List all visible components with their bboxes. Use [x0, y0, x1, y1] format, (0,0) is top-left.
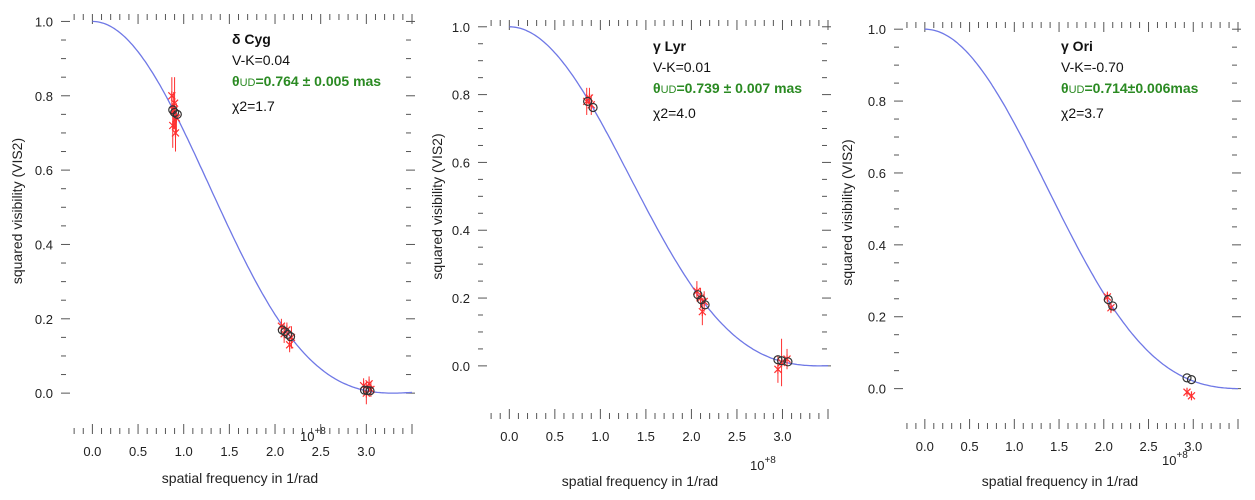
model-point — [700, 300, 710, 310]
x-multiplier: 10+8 — [300, 426, 326, 444]
chi-squared: χ2=1.7 — [232, 98, 275, 114]
x-tick-label: 0.5 — [961, 439, 979, 454]
y-tick-label: 0.6 — [868, 166, 886, 181]
x-tick-label: 1.5 — [1050, 439, 1068, 454]
y-tick-label: 1.0 — [452, 20, 470, 35]
x-tick-label: 2.5 — [1139, 439, 1157, 454]
y-tick-label: 0.2 — [35, 312, 53, 327]
y-tick-label: 0.6 — [35, 163, 53, 178]
model-point — [169, 107, 180, 118]
x-tick-label: 2.0 — [1095, 439, 1113, 454]
x-multiplier: 10+8 — [750, 455, 776, 473]
y-tick-label: 0.0 — [868, 382, 886, 397]
model-point — [283, 329, 293, 340]
y-tick-label: 0.2 — [452, 291, 470, 306]
star-name: δ Cyg — [232, 31, 271, 47]
y-tick-label: 0.2 — [868, 310, 886, 325]
model-point — [1108, 301, 1118, 311]
chart-panel-1: 0.0 0.5 1.0 1.5 2.0 2.5 3.0 0.0 0.2 0.4 0.6 0.8 1.0 s… — [9, 14, 415, 486]
chi-squared: χ2=3.7 — [1061, 105, 1104, 121]
x-tick-label: 2.0 — [682, 429, 700, 444]
theta-ud: θUD=0.714±0.006mas — [1061, 80, 1199, 96]
model-point — [172, 109, 182, 119]
vk-color: V-K=0.04 — [232, 52, 290, 68]
model-curve — [924, 28, 1238, 390]
measurement-star — [1103, 292, 1112, 302]
y-tick-label: 0.6 — [452, 155, 470, 170]
model-curve — [92, 20, 413, 394]
chart-panel-2: 0.0 0.5 1.0 1.5 2.0 2.5 3.0 0.0 0.2 0.4 0.6 0.8 1.0 s… — [429, 20, 831, 489]
measurement-star — [773, 364, 782, 374]
y-tick-label: 0.0 — [35, 386, 53, 401]
x-tick-label: 3.0 — [773, 429, 791, 444]
model-point — [277, 325, 287, 335]
y-tick-label: 0.8 — [452, 88, 470, 103]
x-tick-label: 1.0 — [1005, 439, 1023, 454]
y-axis-label: squared visibility (VIS2) — [839, 139, 855, 285]
x-tick-label: 0.0 — [500, 429, 518, 444]
model-point — [773, 355, 783, 365]
x-tick-label: 1.5 — [220, 444, 238, 459]
x-minor-ticks — [906, 22, 1239, 429]
x-tick-label: 1.0 — [591, 429, 609, 444]
y-ticks — [894, 28, 1241, 390]
theta-ud: θUD=0.764 ± 0.005 mas — [232, 73, 381, 89]
x-tick-label: 0.0 — [916, 439, 934, 454]
x-minor-ticks — [490, 20, 829, 419]
x-tick-label: 2.5 — [312, 444, 330, 459]
y-tick-label: 0.4 — [452, 223, 470, 238]
x-tick-label: 0.5 — [546, 429, 564, 444]
y-tick-label: 1.0 — [35, 14, 53, 29]
x-axis-label: spatial frequency in 1/rad — [982, 473, 1138, 489]
measurement-star — [171, 128, 180, 138]
x-tick-label: 0.5 — [129, 444, 147, 459]
vk-color: V-K=0.01 — [653, 59, 711, 75]
y-axis-label: squared visibility (VIS2) — [429, 133, 445, 279]
y-tick-label: 0.8 — [868, 94, 886, 109]
model-point — [1103, 294, 1113, 305]
x-minor-ticks — [73, 14, 413, 434]
model-point — [1182, 373, 1192, 383]
y-tick-label: 0.8 — [35, 89, 53, 104]
y-ticks — [61, 20, 415, 394]
x-axis-label: spatial frequency in 1/rad — [562, 473, 718, 489]
theta-ud: θUD=0.739 ± 0.007 mas — [653, 80, 802, 96]
measurement-star — [285, 340, 294, 350]
x-tick-label: 2.0 — [266, 444, 284, 459]
model-point — [1186, 375, 1197, 385]
x-axis-label: spatial frequency in 1/rad — [162, 470, 318, 486]
model-point — [285, 332, 296, 342]
measurement-star — [783, 354, 791, 364]
chi-squared: χ2=4.0 — [653, 105, 696, 121]
y-tick-label: 0.0 — [452, 359, 470, 374]
measurement-star — [1183, 387, 1191, 397]
star-name: γ Ori — [1061, 38, 1093, 54]
x-tick-label: 3.0 — [1184, 439, 1202, 454]
x-tick-label: 2.5 — [728, 429, 746, 444]
model-point — [365, 386, 375, 396]
x-tick-label: 1.5 — [637, 429, 655, 444]
y-tick-label: 1.0 — [868, 22, 886, 37]
x-multiplier: 10+8 — [1162, 450, 1188, 468]
model-curve — [509, 26, 829, 367]
x-tick-label: 0.0 — [83, 444, 101, 459]
y-tick-label: 0.4 — [868, 238, 886, 253]
model-point — [280, 327, 290, 337]
x-tick-label: 1.0 — [175, 444, 193, 459]
model-point — [583, 96, 593, 106]
model-point — [783, 357, 793, 367]
y-tick-label: 0.4 — [35, 237, 53, 252]
star-name: γ Lyr — [653, 38, 686, 54]
y-axis-label: squared visibility (VIS2) — [9, 138, 25, 284]
measurement-star — [1187, 391, 1196, 401]
y-ticks — [478, 26, 831, 367]
x-tick-label: 3.0 — [357, 444, 375, 459]
model-point — [588, 102, 598, 113]
model-point — [776, 356, 787, 366]
vk-color: V-K=-0.70 — [1061, 59, 1124, 75]
chart-panel-3: 0.0 0.5 1.0 1.5 2.0 2.5 3.0 0.0 0.2 0.4 0.6 0.8 1.0 s… — [839, 22, 1241, 489]
